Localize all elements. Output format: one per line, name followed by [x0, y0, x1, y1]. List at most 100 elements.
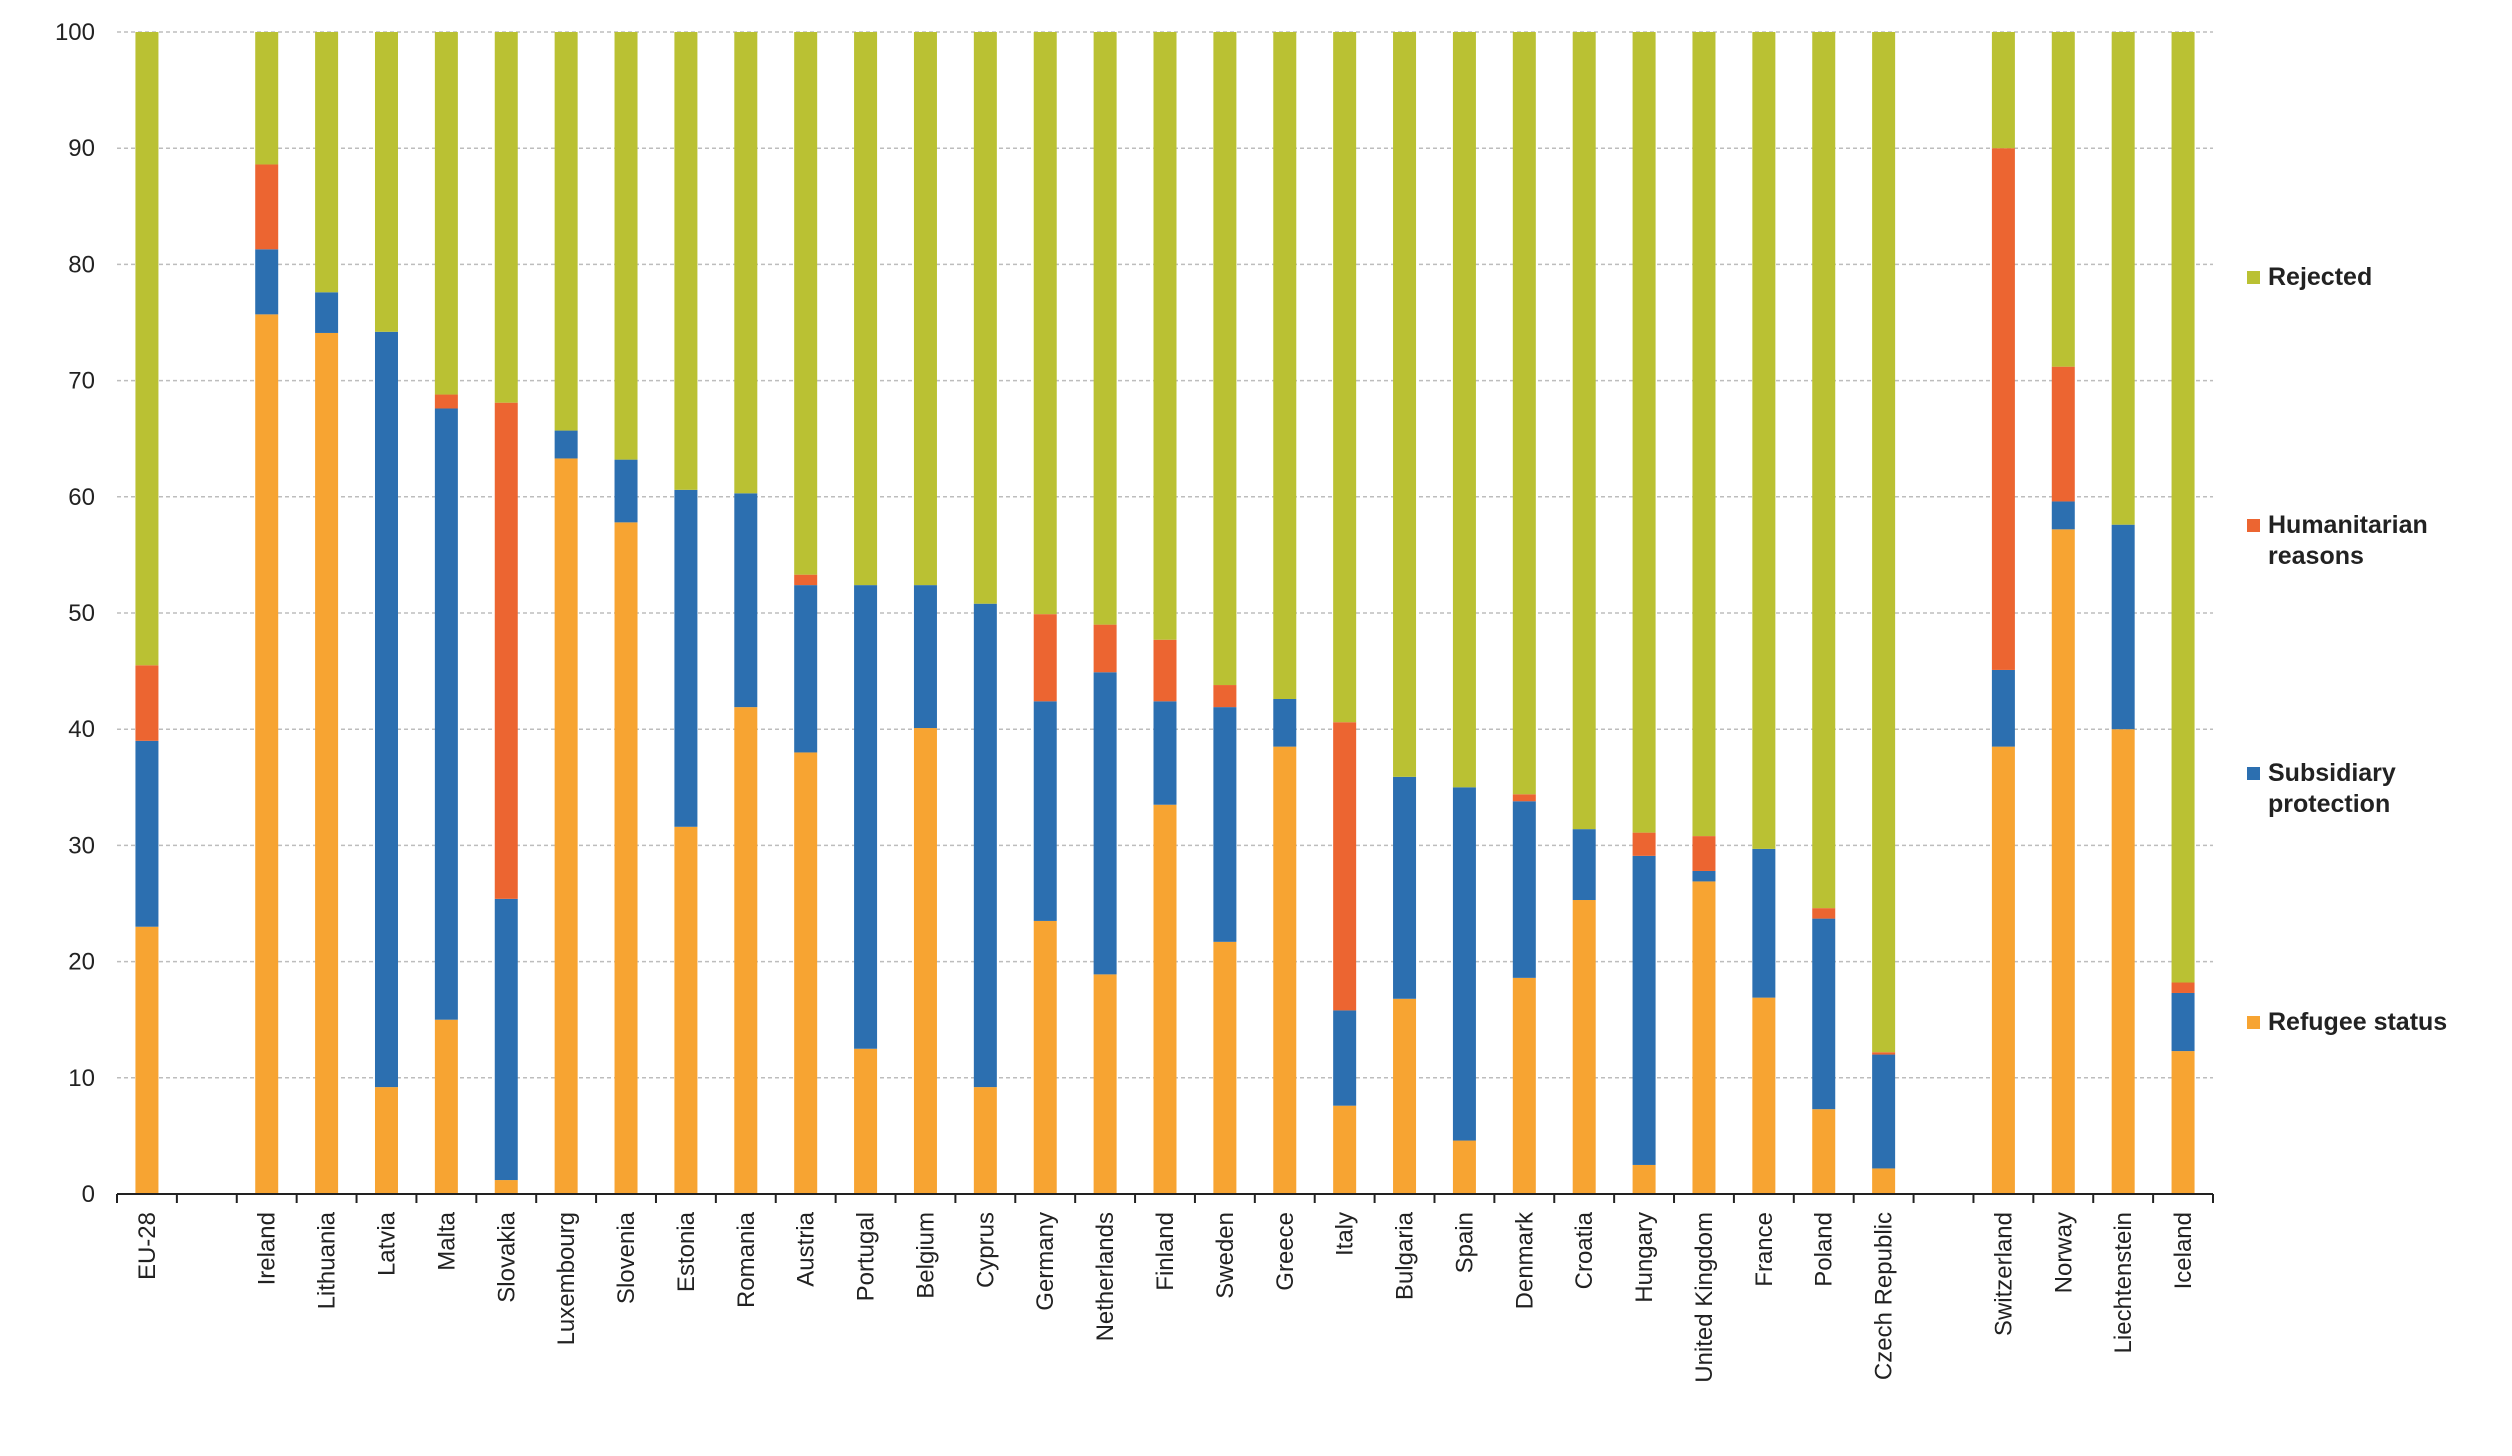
x-category-label: Poland	[1811, 1212, 1838, 1287]
bar-segment-subsidiary-protection	[315, 292, 339, 333]
legend: Rejected Humanitarian reasons Subsidiary pro…	[2247, 263, 2447, 1036]
bar-segment-refugee-status	[255, 314, 279, 1195]
bar-segment-humanitarian-reasons	[1333, 722, 1357, 1011]
bar-segment-refugee-status	[1632, 1164, 1656, 1194]
x-category-label: Croatia	[1571, 1211, 1598, 1289]
bar-segment-subsidiary-protection	[1692, 870, 1716, 882]
x-category-label: Hungary	[1631, 1212, 1658, 1303]
bar-segment-refugee-status	[973, 1087, 997, 1194]
bar-segment-humanitarian-reasons	[494, 402, 518, 899]
bar-segment-subsidiary-protection	[1273, 698, 1297, 747]
x-category-label: Belgium	[912, 1212, 939, 1299]
legend-swatch	[2247, 1016, 2260, 1029]
bar-segment-subsidiary-protection	[1572, 829, 1596, 901]
legend-label: Subsidiary	[2268, 759, 2396, 787]
y-tick-label: 40	[68, 716, 95, 743]
legend-label: protection	[2268, 790, 2390, 818]
bar-segment-refugee-status	[1752, 997, 1776, 1194]
bar-segment-humanitarian-reasons	[1033, 614, 1057, 702]
y-tick-label: 80	[68, 251, 95, 278]
bar-segment-refugee-status	[614, 522, 638, 1194]
y-tick-label: 0	[82, 1181, 95, 1208]
x-category-label: Germany	[1032, 1212, 1059, 1311]
bar-segment-humanitarian-reasons	[1692, 836, 1716, 871]
bar-segment-rejected	[255, 32, 279, 165]
bar-segment-rejected	[1812, 32, 1836, 909]
x-category-label: Sweden	[1212, 1212, 1239, 1299]
bar-segment-rejected	[315, 32, 339, 293]
legend-label: Rejected	[2268, 263, 2372, 291]
x-category-label: France	[1751, 1212, 1778, 1287]
x-category-label: Greece	[1272, 1212, 1299, 1291]
bar-segment-subsidiary-protection	[1872, 1054, 1896, 1169]
bar-segment-refugee-status	[2171, 1051, 2195, 1194]
x-category-label: Ireland	[254, 1212, 281, 1285]
bar-segment-refugee-status	[2051, 529, 2075, 1194]
x-category-label: Slovakia	[493, 1211, 520, 1302]
bar-segment-rejected	[1033, 32, 1057, 615]
bar-segment-refugee-status	[2111, 729, 2135, 1194]
bar-segment-subsidiary-protection	[1512, 801, 1536, 978]
bar-segment-refugee-status	[315, 332, 339, 1194]
y-tick-label: 50	[68, 600, 95, 627]
bar-segment-rejected	[2171, 32, 2195, 983]
bar-segment-humanitarian-reasons	[1153, 639, 1177, 702]
x-category-label: Iceland	[2170, 1212, 2197, 1289]
bar-segment-subsidiary-protection	[913, 585, 937, 729]
bar-segment-subsidiary-protection	[1991, 669, 2015, 747]
bar-segment-subsidiary-protection	[2111, 524, 2135, 730]
bar-segment-rejected	[1632, 32, 1656, 833]
bar-segment-refugee-status	[135, 926, 159, 1194]
bar-segment-refugee-status	[794, 752, 818, 1194]
bar-segment-subsidiary-protection	[554, 430, 578, 459]
bar-segment-subsidiary-protection	[854, 585, 878, 1049]
bar-segment-refugee-status	[1093, 974, 1117, 1194]
bar-segment-subsidiary-protection	[434, 408, 458, 1020]
bar-segment-rejected	[434, 32, 458, 395]
bars	[135, 32, 2195, 1195]
bar-segment-humanitarian-reasons	[1812, 908, 1836, 919]
x-category-label: Latvia	[373, 1211, 400, 1276]
x-category-label: EU-28	[134, 1212, 161, 1280]
bar-segment-rejected	[1572, 32, 1596, 830]
bar-segment-rejected	[1452, 32, 1476, 788]
bar-segment-rejected	[1752, 32, 1776, 849]
y-tick-label: 100	[55, 19, 95, 46]
y-tick-label: 60	[68, 484, 95, 511]
bar-segment-humanitarian-reasons	[2171, 982, 2195, 993]
x-category-label: Norway	[2050, 1212, 2077, 1293]
bar-segment-humanitarian-reasons	[794, 574, 818, 586]
bar-segment-rejected	[1393, 32, 1417, 777]
bar-segment-rejected	[1692, 32, 1716, 837]
bar-segment-rejected	[1991, 32, 2015, 149]
bar-segment-subsidiary-protection	[255, 249, 279, 315]
bar-segment-rejected	[135, 32, 159, 666]
bar-segment-rejected	[374, 32, 398, 332]
bar-segment-humanitarian-reasons	[1991, 148, 2015, 670]
bar-segment-subsidiary-protection	[1752, 848, 1776, 998]
bar-segment-subsidiary-protection	[734, 493, 758, 708]
bar-segment-refugee-status	[1872, 1168, 1896, 1194]
x-category-label: Slovenia	[613, 1211, 640, 1304]
legend-label: reasons	[2268, 542, 2364, 570]
bar-segment-rejected	[1153, 32, 1177, 640]
bar-segment-subsidiary-protection	[2171, 992, 2195, 1052]
x-category-label: Malta	[433, 1211, 460, 1270]
bar-segment-refugee-status	[1393, 998, 1417, 1194]
axes: 0 10 20 30 40 50 60 70 80 90 100 EU-28 Ireland Lithua…	[55, 19, 2214, 1383]
bar-segment-refugee-status	[854, 1048, 878, 1194]
legend-swatch	[2247, 767, 2260, 780]
legend-swatch	[2247, 271, 2260, 284]
bar-segment-rejected	[854, 32, 878, 586]
bar-segment-subsidiary-protection	[494, 898, 518, 1181]
bar-segment-refugee-status	[1213, 941, 1237, 1194]
bar-segment-subsidiary-protection	[1213, 707, 1237, 942]
x-category-label: Estonia	[673, 1211, 700, 1292]
bar-segment-rejected	[494, 32, 518, 403]
x-category-label: Denmark	[1511, 1211, 1538, 1309]
bar-segment-subsidiary-protection	[1033, 701, 1057, 921]
bar-segment-rejected	[614, 32, 638, 460]
x-category-label: Portugal	[853, 1212, 880, 1301]
bar-segment-rejected	[794, 32, 818, 575]
